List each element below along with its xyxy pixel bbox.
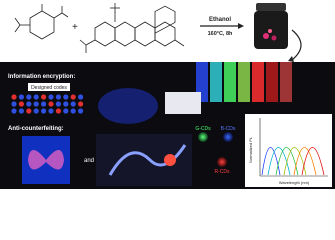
code-dot — [70, 94, 76, 100]
code-dot — [18, 101, 24, 107]
code-dot — [70, 108, 76, 114]
reaction-arrow — [200, 23, 244, 29]
molecule-2 — [79, 3, 185, 53]
code-dot — [11, 101, 17, 107]
code-dot — [33, 108, 39, 114]
blue-dot — [223, 132, 233, 142]
code-dot — [78, 94, 84, 100]
arrow-head — [288, 56, 294, 62]
encrypted-plate — [98, 88, 158, 124]
code-table — [165, 92, 201, 114]
spectrum-panel — [245, 114, 332, 187]
code-dot — [55, 94, 62, 100]
graphic-abstract: + Ethanol 160°C, 8h Information encrypti… — [0, 3, 335, 189]
code-dot — [41, 94, 47, 100]
b-cds: B-CDs — [221, 126, 236, 132]
code-dot — [18, 108, 24, 114]
code-dot — [48, 94, 54, 100]
anti-title: Anti-counterfeiting: — [8, 126, 64, 132]
pattern-flower — [164, 154, 176, 166]
code-dot — [41, 101, 47, 107]
plus-sign: + — [72, 22, 78, 33]
code-dot — [11, 108, 17, 114]
code-dot — [48, 101, 54, 107]
vial-row — [196, 62, 292, 102]
codes-label: Designed codes — [31, 85, 67, 91]
r-cds: R-CDs — [215, 169, 230, 175]
code-dot — [26, 108, 32, 114]
code-dot — [33, 101, 39, 107]
joiner: and — [84, 158, 94, 164]
codes-label-box — [28, 83, 70, 91]
code-dot — [11, 94, 17, 100]
encryption-title: Information encryption: — [8, 74, 75, 80]
reaction-vial — [254, 3, 288, 49]
curved-arrow — [291, 29, 302, 61]
code-dot — [26, 101, 32, 107]
code-dot — [63, 101, 69, 107]
butterfly-pattern — [28, 150, 64, 170]
code-dot — [63, 108, 69, 114]
pattern-image — [96, 134, 192, 186]
code-dot — [70, 101, 76, 107]
code-dot — [63, 94, 69, 100]
code-dot — [78, 108, 84, 114]
code-dots — [11, 94, 84, 114]
code-dot — [78, 101, 84, 107]
code-dot — [55, 101, 62, 107]
code-dot — [18, 94, 24, 100]
spectrum-x-label: Wavelength (nm) — [279, 180, 310, 185]
solvent: Ethanol — [209, 17, 231, 23]
green-dot — [198, 132, 208, 142]
red-dot — [217, 157, 227, 167]
conditions: 160°C, 8h — [208, 31, 233, 37]
code-dot — [41, 108, 47, 114]
code-dot — [26, 94, 32, 100]
code-dot — [55, 108, 62, 114]
spectrum-y-label: Normalized PL — [248, 136, 253, 163]
code-dot — [33, 94, 39, 100]
g-cds: G-CDs — [195, 126, 211, 132]
molecule-1 — [14, 4, 69, 40]
code-dot — [48, 108, 54, 114]
